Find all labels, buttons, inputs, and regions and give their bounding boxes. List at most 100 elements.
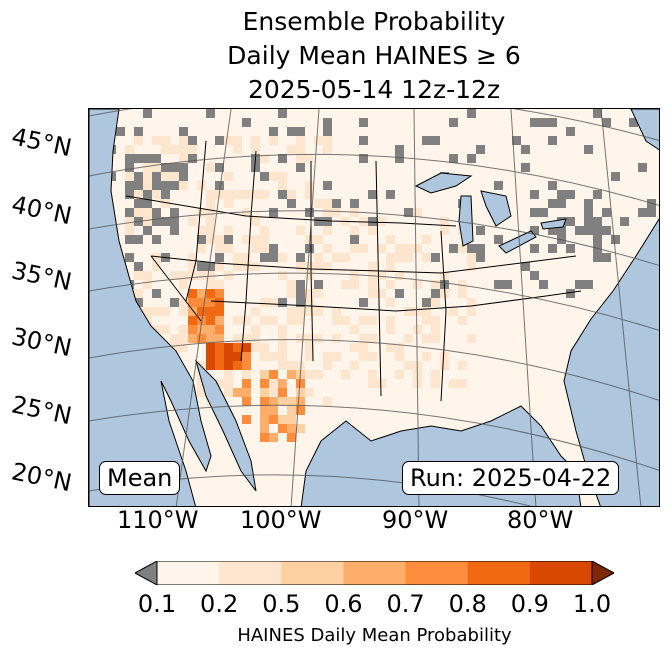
probability-cell — [143, 208, 152, 217]
probability-cell — [431, 325, 440, 334]
probability-cell — [314, 334, 323, 343]
probability-cell — [368, 334, 377, 343]
probability-cell — [296, 127, 305, 136]
probability-cell — [215, 253, 224, 262]
probability-cell — [233, 190, 242, 199]
probability-cell — [206, 289, 215, 298]
title-line-2: Daily Mean HAINES ≥ 6 — [227, 41, 521, 70]
probability-cell — [251, 217, 260, 226]
probability-cell — [467, 307, 476, 316]
probability-cell — [296, 316, 305, 325]
probability-cell — [521, 262, 530, 271]
probability-cell — [251, 307, 260, 316]
probability-cell — [368, 217, 377, 226]
probability-cell — [143, 280, 152, 289]
probability-cell — [143, 181, 152, 190]
probability-cell — [431, 289, 440, 298]
probability-cell — [269, 397, 278, 406]
probability-cell — [179, 307, 188, 316]
probability-cell — [242, 208, 251, 217]
probability-cell — [206, 235, 215, 244]
probability-cell — [215, 235, 224, 244]
probability-cell — [170, 217, 179, 226]
probability-cell — [638, 208, 647, 217]
probability-cell — [206, 361, 215, 370]
probability-cell — [197, 307, 206, 316]
probability-cell — [611, 172, 620, 181]
probability-cell — [242, 415, 251, 424]
probability-cell — [251, 244, 260, 253]
probability-cell — [287, 199, 296, 208]
probability-cell — [287, 370, 296, 379]
colorbar-tick-label: 0.1 — [137, 590, 177, 618]
probability-cell — [386, 253, 395, 262]
probability-cell — [197, 226, 206, 235]
colorbar-segment — [405, 561, 469, 585]
lon-label-90w: 90°W — [382, 506, 449, 534]
probability-cell — [125, 154, 134, 163]
probability-cell — [494, 181, 503, 190]
probability-cell — [368, 379, 377, 388]
probability-cell — [287, 424, 296, 433]
probability-cell — [323, 217, 332, 226]
probability-cell — [539, 208, 548, 217]
probability-cell — [422, 136, 431, 145]
probability-cell — [503, 280, 512, 289]
probability-cell — [566, 244, 575, 253]
probability-cell — [314, 235, 323, 244]
probability-cell — [206, 226, 215, 235]
probability-cell — [125, 226, 134, 235]
probability-cell — [584, 208, 593, 217]
colorbar-outline — [156, 561, 593, 585]
probability-cell — [413, 280, 422, 289]
probability-cell — [359, 334, 368, 343]
probability-cell — [269, 316, 278, 325]
probability-cell — [206, 271, 215, 280]
probability-cell — [593, 190, 602, 199]
probability-cell — [242, 343, 251, 352]
probability-cell — [350, 271, 359, 280]
probability-cell — [233, 388, 242, 397]
probability-cell — [476, 226, 485, 235]
probability-cell — [188, 145, 197, 154]
probability-cell — [287, 145, 296, 154]
probability-cell — [242, 352, 251, 361]
probability-cell — [215, 244, 224, 253]
probability-cell — [152, 289, 161, 298]
probability-cell — [260, 433, 269, 442]
probability-cell — [233, 136, 242, 145]
probability-cell — [296, 262, 305, 271]
probability-cell — [152, 154, 161, 163]
probability-cell — [323, 262, 332, 271]
colorbar-segment — [157, 561, 220, 585]
colorbar-tick-label: 0.7 — [386, 590, 425, 618]
probability-cell — [395, 253, 404, 262]
probability-cell — [431, 253, 440, 262]
probability-cell — [170, 181, 179, 190]
probability-cell — [440, 226, 449, 235]
probability-cell — [548, 118, 557, 127]
probability-cell — [170, 334, 179, 343]
probability-cell — [566, 190, 575, 199]
probability-cell — [404, 334, 413, 343]
probability-cell — [593, 253, 602, 262]
probability-cell — [224, 352, 233, 361]
probability-cell — [413, 307, 422, 316]
probability-cell — [350, 226, 359, 235]
probability-cell — [152, 190, 161, 199]
probability-cell — [134, 190, 143, 199]
lake-superior — [414, 172, 473, 194]
probability-cell — [269, 433, 278, 442]
probability-cell — [305, 307, 314, 316]
probability-cell — [242, 334, 251, 343]
probability-cell — [206, 280, 215, 289]
probability-cell — [305, 208, 314, 217]
colorbar-segment — [343, 561, 407, 585]
probability-cell — [224, 361, 233, 370]
probability-cell — [386, 280, 395, 289]
probability-cell — [566, 217, 575, 226]
probability-cell — [305, 190, 314, 199]
probability-cell — [584, 280, 593, 289]
probability-cell — [305, 370, 314, 379]
probability-cell — [260, 343, 269, 352]
